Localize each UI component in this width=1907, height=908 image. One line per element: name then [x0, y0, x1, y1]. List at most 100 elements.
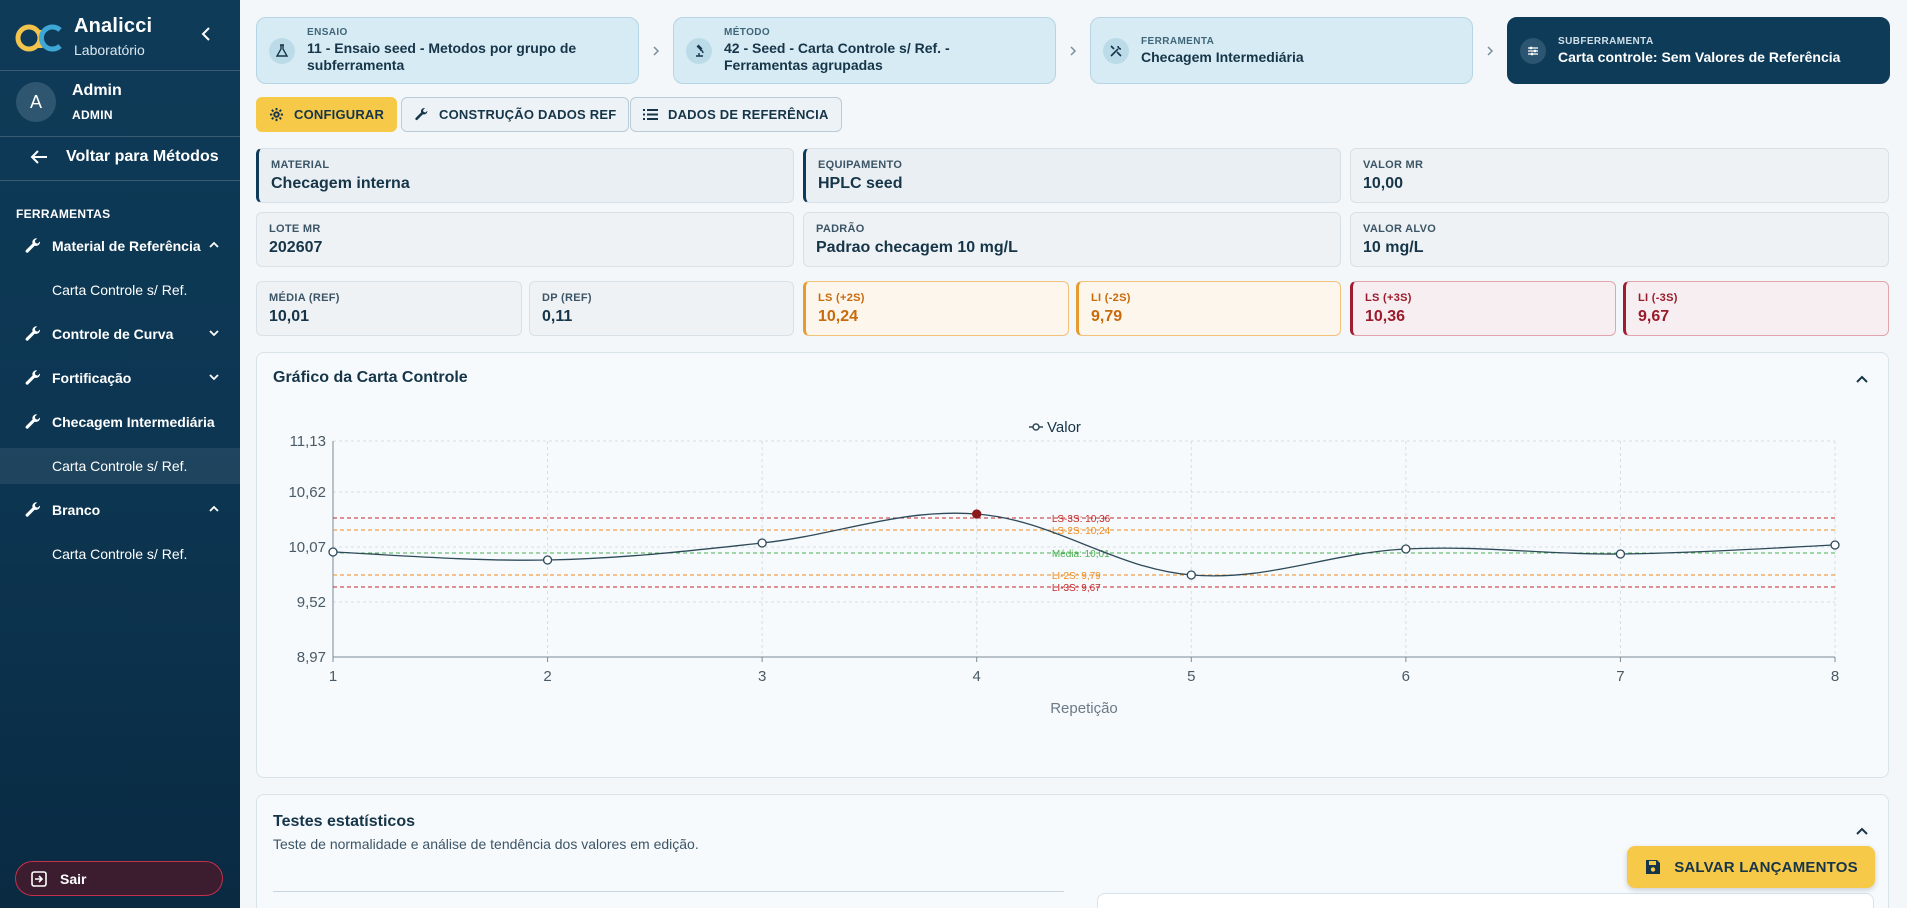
breadcrumb-value: Checagem Intermediária: [1141, 48, 1304, 65]
chevron-down-icon: [209, 374, 219, 381]
sliders-icon: [1520, 37, 1546, 64]
chevron-right-icon: [1070, 46, 1077, 56]
statistical-tests-panel: Testes estatísticos Teste de normalidade…: [256, 794, 1889, 908]
divider: [0, 180, 240, 181]
sidebar-item-material-referencia[interactable]: Material de Referência: [0, 228, 240, 264]
legend-label: Valor: [1047, 419, 1081, 436]
y-tick-label: 11,13: [290, 433, 326, 450]
field-value: Checagem interna: [271, 175, 410, 192]
sidebar-item-branco[interactable]: Branco: [0, 492, 240, 528]
breadcrumb-label: SUBFERRAMENTA: [1558, 35, 1654, 47]
divider: [273, 891, 1064, 892]
sidebar-item-label: Checagem Intermediária: [52, 414, 215, 430]
x-axis-label: Repetição: [1050, 700, 1118, 717]
field-value: 202607: [269, 239, 323, 256]
equipment-field: EQUIPAMENTO HPLC seed: [803, 148, 1341, 203]
user-role: ADMIN: [72, 108, 113, 122]
avatar: A: [16, 82, 56, 122]
sidebar-item-fortificacao[interactable]: Fortificação: [0, 360, 240, 396]
control-chart: Valor 11,13 10,62 10,07 9,52 8,971 2 3 4 5 6 7 8 Repe…: [288, 419, 1840, 717]
field-value: HPLC seed: [818, 175, 903, 192]
x-tick-label: 4: [973, 668, 981, 685]
field-value: 0,11: [542, 308, 573, 325]
stats-panel-title: Testes estatísticos: [273, 813, 415, 830]
reference-line-label: Média: 10,01: [1052, 549, 1110, 560]
reference-line-label: LS-3S: 10,36: [1052, 514, 1111, 525]
field-label: LS (+3S): [1365, 292, 1412, 304]
sidebar-subitem-carta-controle[interactable]: Carta Controle s/ Ref.: [52, 546, 188, 562]
field-value: 9,67: [1638, 308, 1670, 325]
chevron-up-icon[interactable]: [1854, 823, 1870, 839]
wrench-icon: [25, 414, 41, 429]
app-name: Analicci: [74, 14, 153, 37]
data-point: [757, 538, 767, 548]
field-value: 10,36: [1365, 308, 1406, 325]
wrench-icon: [25, 370, 41, 385]
ls2s-field: LS (+2S) 10,24: [803, 281, 1069, 336]
y-tick-label: 9,52: [297, 594, 326, 611]
chart-panel-title: Gráfico da Carta Controle: [273, 369, 468, 386]
build-ref-data-button[interactable]: CONSTRUÇÃO DADOS REF: [401, 97, 630, 132]
x-tick-label: 7: [1616, 668, 1624, 685]
collapse-sidebar-button[interactable]: [196, 24, 216, 44]
gear-icon: [269, 107, 284, 122]
logout-button[interactable]: Sair: [15, 861, 223, 896]
reference-data-button[interactable]: DADOS DE REFERÊNCIA: [630, 97, 842, 132]
user-name: Admin: [72, 82, 122, 99]
app-subtitle: Laboratório: [74, 41, 145, 58]
sidebar-item-controle-curva[interactable]: Controle de Curva: [0, 316, 240, 352]
back-to-methods-link[interactable]: Voltar para Métodos: [30, 148, 219, 166]
chevron-up-icon[interactable]: [1854, 371, 1870, 387]
wrench-icon: [25, 238, 41, 253]
chevron-up-icon: [209, 505, 219, 512]
divider: [0, 136, 240, 137]
chevron-down-icon: [209, 330, 219, 337]
breadcrumb-label: MÉTODO: [724, 27, 771, 38]
field-label: MATERIAL: [271, 159, 330, 171]
data-point: [542, 555, 553, 565]
chevron-right-icon: [653, 46, 660, 56]
chevron-right-icon: [1487, 46, 1494, 56]
field-label: PADRÃO: [816, 223, 865, 235]
reference-line-label: LI-3S: 9,67: [1052, 583, 1101, 594]
save-entries-button[interactable]: SALVAR LANÇAMENTOS: [1627, 846, 1875, 888]
field-label: LI (-3S): [1638, 292, 1678, 304]
tools-icon: [1103, 37, 1129, 64]
stats-card: [1097, 893, 1874, 908]
field-value: 10,01: [269, 308, 310, 325]
x-tick-label: 1: [329, 668, 337, 685]
logout-label: Sair: [60, 870, 87, 887]
field-label: LS (+2S): [818, 292, 865, 304]
sd-ref-field: DP (REF) 0,11: [529, 281, 794, 336]
configure-button[interactable]: CONFIGURAR: [256, 97, 398, 132]
field-label: VALOR ALVO: [1363, 223, 1437, 235]
breadcrumb-ferramenta[interactable]: FERRAMENTA Checagem Intermediária: [1090, 17, 1473, 84]
mr-value-field: VALOR MR 10,00: [1350, 148, 1889, 203]
save-entries-label: SALVAR LANÇAMENTOS: [1674, 858, 1858, 876]
data-point: [1830, 540, 1840, 550]
sidebar-subitem-carta-controle[interactable]: Carta Controle s/ Ref.: [52, 282, 188, 298]
field-label: LI (-2S): [1091, 292, 1131, 304]
sidebar-subitem-carta-controle-active[interactable]: Carta Controle s/ Ref.: [0, 448, 240, 484]
divider: [0, 70, 240, 71]
build-ref-label: CONSTRUÇÃO DADOS REF: [439, 107, 617, 122]
sidebar-item-checagem-intermediaria[interactable]: Checagem Intermediária: [0, 404, 240, 440]
control-chart-panel: Gráfico da Carta Controle Valor 11,13 10,6…: [256, 352, 1889, 778]
breadcrumb-metodo[interactable]: MÉTODO 42 - Seed - Carta Controle s/ Ref…: [673, 17, 1056, 84]
sidebar-item-label: Material de Referência: [52, 238, 201, 254]
data-point: [1615, 549, 1626, 559]
ls3s-field: LS (+3S) 10,36: [1350, 281, 1616, 336]
field-label: EQUIPAMENTO: [818, 159, 903, 171]
wrench-icon: [415, 108, 428, 121]
x-tick-label: 2: [543, 668, 551, 685]
breadcrumb-label: FERRAMENTA: [1141, 35, 1215, 47]
breadcrumb-ensaio[interactable]: ENSAIO 11 - Ensaio seed - Metodos por gr…: [256, 17, 639, 84]
breadcrumb-subferramenta[interactable]: SUBFERRAMENTA Carta controle: Sem Valore…: [1507, 17, 1890, 84]
x-tick-label: 3: [758, 668, 766, 685]
user-profile[interactable]: A Admin ADMIN: [16, 82, 122, 122]
x-tick-label: 5: [1187, 668, 1195, 685]
configure-label: CONFIGURAR: [294, 107, 385, 122]
li3s-field: LI (-3S) 9,67: [1623, 281, 1889, 336]
chevron-left-icon: [201, 27, 210, 41]
reference-data-label: DADOS DE REFERÊNCIA: [668, 107, 829, 122]
